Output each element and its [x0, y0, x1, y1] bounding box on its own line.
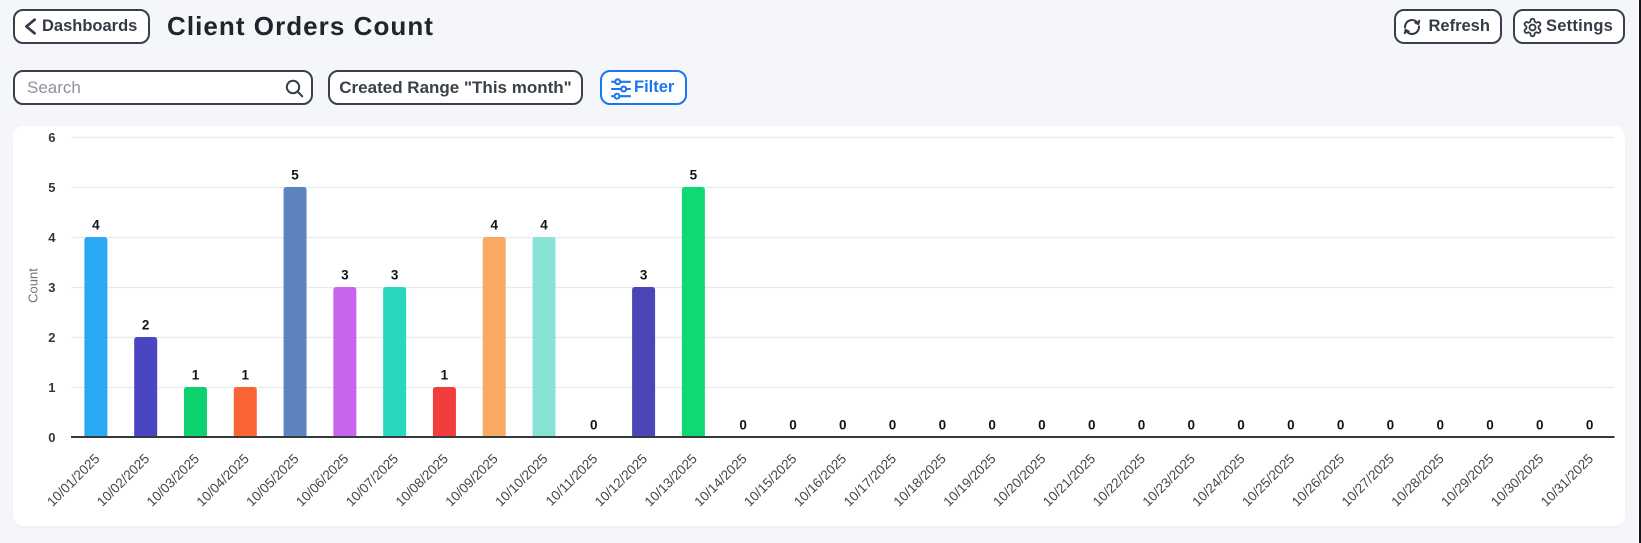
- svg-text:10/31/2025: 10/31/2025: [1538, 451, 1596, 509]
- svg-text:10/12/2025: 10/12/2025: [592, 451, 650, 509]
- svg-text:10/21/2025: 10/21/2025: [1040, 451, 1098, 509]
- svg-text:0: 0: [1436, 418, 1444, 433]
- svg-text:4: 4: [92, 218, 100, 233]
- svg-text:0: 0: [1188, 418, 1196, 433]
- svg-text:0: 0: [1138, 418, 1146, 433]
- svg-text:1: 1: [48, 380, 55, 395]
- svg-text:10/27/2025: 10/27/2025: [1339, 451, 1397, 509]
- svg-text:10/26/2025: 10/26/2025: [1289, 451, 1347, 509]
- svg-text:10/30/2025: 10/30/2025: [1488, 451, 1546, 509]
- svg-text:10/05/2025: 10/05/2025: [243, 451, 301, 509]
- svg-text:10/18/2025: 10/18/2025: [891, 451, 949, 509]
- svg-text:10/14/2025: 10/14/2025: [691, 451, 749, 509]
- svg-text:0: 0: [889, 418, 897, 433]
- svg-text:0: 0: [48, 430, 55, 445]
- svg-text:10/03/2025: 10/03/2025: [144, 451, 202, 509]
- svg-text:0: 0: [739, 418, 747, 433]
- svg-text:10/25/2025: 10/25/2025: [1239, 451, 1297, 509]
- svg-text:0: 0: [939, 418, 947, 433]
- svg-text:5: 5: [291, 168, 299, 183]
- svg-text:10/09/2025: 10/09/2025: [442, 451, 500, 509]
- svg-text:10/08/2025: 10/08/2025: [393, 451, 451, 509]
- svg-text:10/19/2025: 10/19/2025: [940, 451, 998, 509]
- svg-text:4: 4: [48, 230, 56, 245]
- svg-text:3: 3: [640, 268, 648, 283]
- svg-text:0: 0: [1387, 418, 1395, 433]
- svg-text:1: 1: [192, 368, 200, 383]
- svg-text:10/13/2025: 10/13/2025: [642, 451, 700, 509]
- svg-text:1: 1: [242, 368, 250, 383]
- svg-text:10/02/2025: 10/02/2025: [94, 451, 152, 509]
- svg-text:0: 0: [1237, 418, 1245, 433]
- svg-text:2: 2: [142, 318, 150, 333]
- svg-text:0: 0: [1586, 418, 1594, 433]
- svg-text:0: 0: [1486, 418, 1494, 433]
- svg-text:10/29/2025: 10/29/2025: [1438, 451, 1496, 509]
- svg-text:0: 0: [839, 418, 847, 433]
- svg-text:10/17/2025: 10/17/2025: [841, 451, 899, 509]
- svg-text:4: 4: [490, 218, 498, 233]
- svg-text:10/15/2025: 10/15/2025: [741, 451, 799, 509]
- svg-text:3: 3: [391, 268, 399, 283]
- svg-text:0: 0: [590, 418, 598, 433]
- svg-text:10/22/2025: 10/22/2025: [1090, 451, 1148, 509]
- svg-text:10/07/2025: 10/07/2025: [343, 451, 401, 509]
- svg-text:0: 0: [988, 418, 996, 433]
- svg-text:0: 0: [1088, 418, 1096, 433]
- svg-text:10/04/2025: 10/04/2025: [193, 451, 251, 509]
- svg-text:10/28/2025: 10/28/2025: [1388, 451, 1446, 509]
- svg-text:10/16/2025: 10/16/2025: [791, 451, 849, 509]
- svg-text:4: 4: [540, 218, 548, 233]
- svg-text:0: 0: [1038, 418, 1046, 433]
- svg-text:2: 2: [48, 330, 55, 345]
- svg-text:1: 1: [441, 368, 449, 383]
- svg-text:0: 0: [789, 418, 797, 433]
- svg-text:6: 6: [48, 130, 55, 145]
- svg-text:10/20/2025: 10/20/2025: [990, 451, 1048, 509]
- svg-text:Count: Count: [26, 268, 41, 303]
- svg-text:10/06/2025: 10/06/2025: [293, 451, 351, 509]
- svg-text:10/23/2025: 10/23/2025: [1140, 451, 1198, 509]
- svg-text:10/10/2025: 10/10/2025: [492, 451, 550, 509]
- svg-text:5: 5: [690, 168, 698, 183]
- svg-text:10/24/2025: 10/24/2025: [1189, 451, 1247, 509]
- svg-text:0: 0: [1287, 418, 1295, 433]
- svg-text:0: 0: [1337, 418, 1345, 433]
- svg-text:3: 3: [341, 268, 349, 283]
- svg-text:10/01/2025: 10/01/2025: [44, 451, 102, 509]
- svg-text:0: 0: [1536, 418, 1544, 433]
- svg-text:5: 5: [48, 180, 55, 195]
- svg-text:3: 3: [48, 280, 55, 295]
